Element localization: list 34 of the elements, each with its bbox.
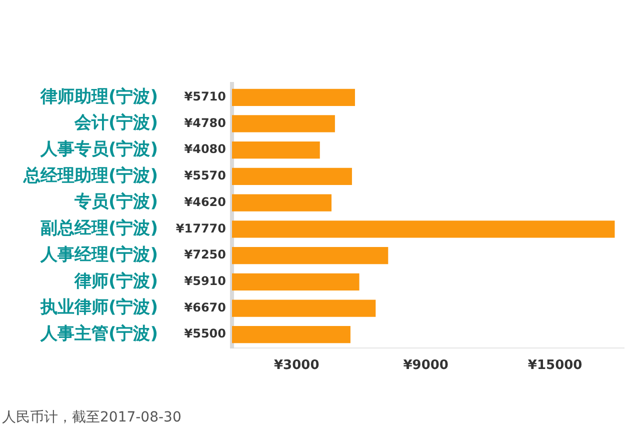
y-tick-label: 副总经理(宁波) bbox=[40, 218, 158, 239]
data-label: ¥7250 bbox=[184, 248, 226, 262]
data-label: ¥17770 bbox=[176, 221, 226, 236]
y-tick-label: 律师(宁波) bbox=[73, 271, 158, 292]
bar bbox=[232, 300, 376, 317]
y-tick-label: 人事经理(宁波) bbox=[39, 244, 158, 265]
data-label: ¥4080 bbox=[184, 142, 226, 156]
x-tick-label: ¥3000 bbox=[274, 358, 320, 373]
y-tick-label: 人事专员(宁波) bbox=[39, 140, 158, 160]
bar bbox=[232, 142, 320, 159]
y-tick-label: 总经理助理(宁波) bbox=[22, 166, 158, 186]
y-tick-label: 人事主管(宁波) bbox=[39, 324, 158, 344]
bar bbox=[232, 326, 350, 344]
x-tick-label: ¥9000 bbox=[403, 358, 448, 373]
y-tick-label: 律师助理(宁波) bbox=[39, 86, 158, 107]
x-tick-label: ¥15000 bbox=[528, 358, 582, 373]
text: 人民币计，截至2017-08-30 bbox=[2, 410, 182, 426]
data-label: ¥6670 bbox=[184, 300, 226, 314]
bar bbox=[232, 115, 335, 132]
y-tick-label: 专员(宁波) bbox=[73, 192, 158, 212]
data-label: ¥4620 bbox=[184, 194, 226, 209]
data-label: ¥5570 bbox=[184, 168, 226, 183]
bar bbox=[232, 168, 352, 186]
y-tick-label: 会计(宁波) bbox=[73, 113, 158, 134]
data-label: ¥5710 bbox=[184, 90, 226, 104]
data-label: ¥4780 bbox=[184, 116, 226, 130]
bar bbox=[232, 88, 355, 106]
bar bbox=[232, 246, 388, 264]
data-label: ¥5500 bbox=[184, 326, 226, 341]
data-label: ¥5910 bbox=[184, 274, 226, 288]
bar bbox=[232, 194, 332, 212]
bar bbox=[232, 220, 615, 238]
bar bbox=[232, 273, 360, 290]
y-tick-label: 执业律师(宁波) bbox=[39, 298, 158, 318]
